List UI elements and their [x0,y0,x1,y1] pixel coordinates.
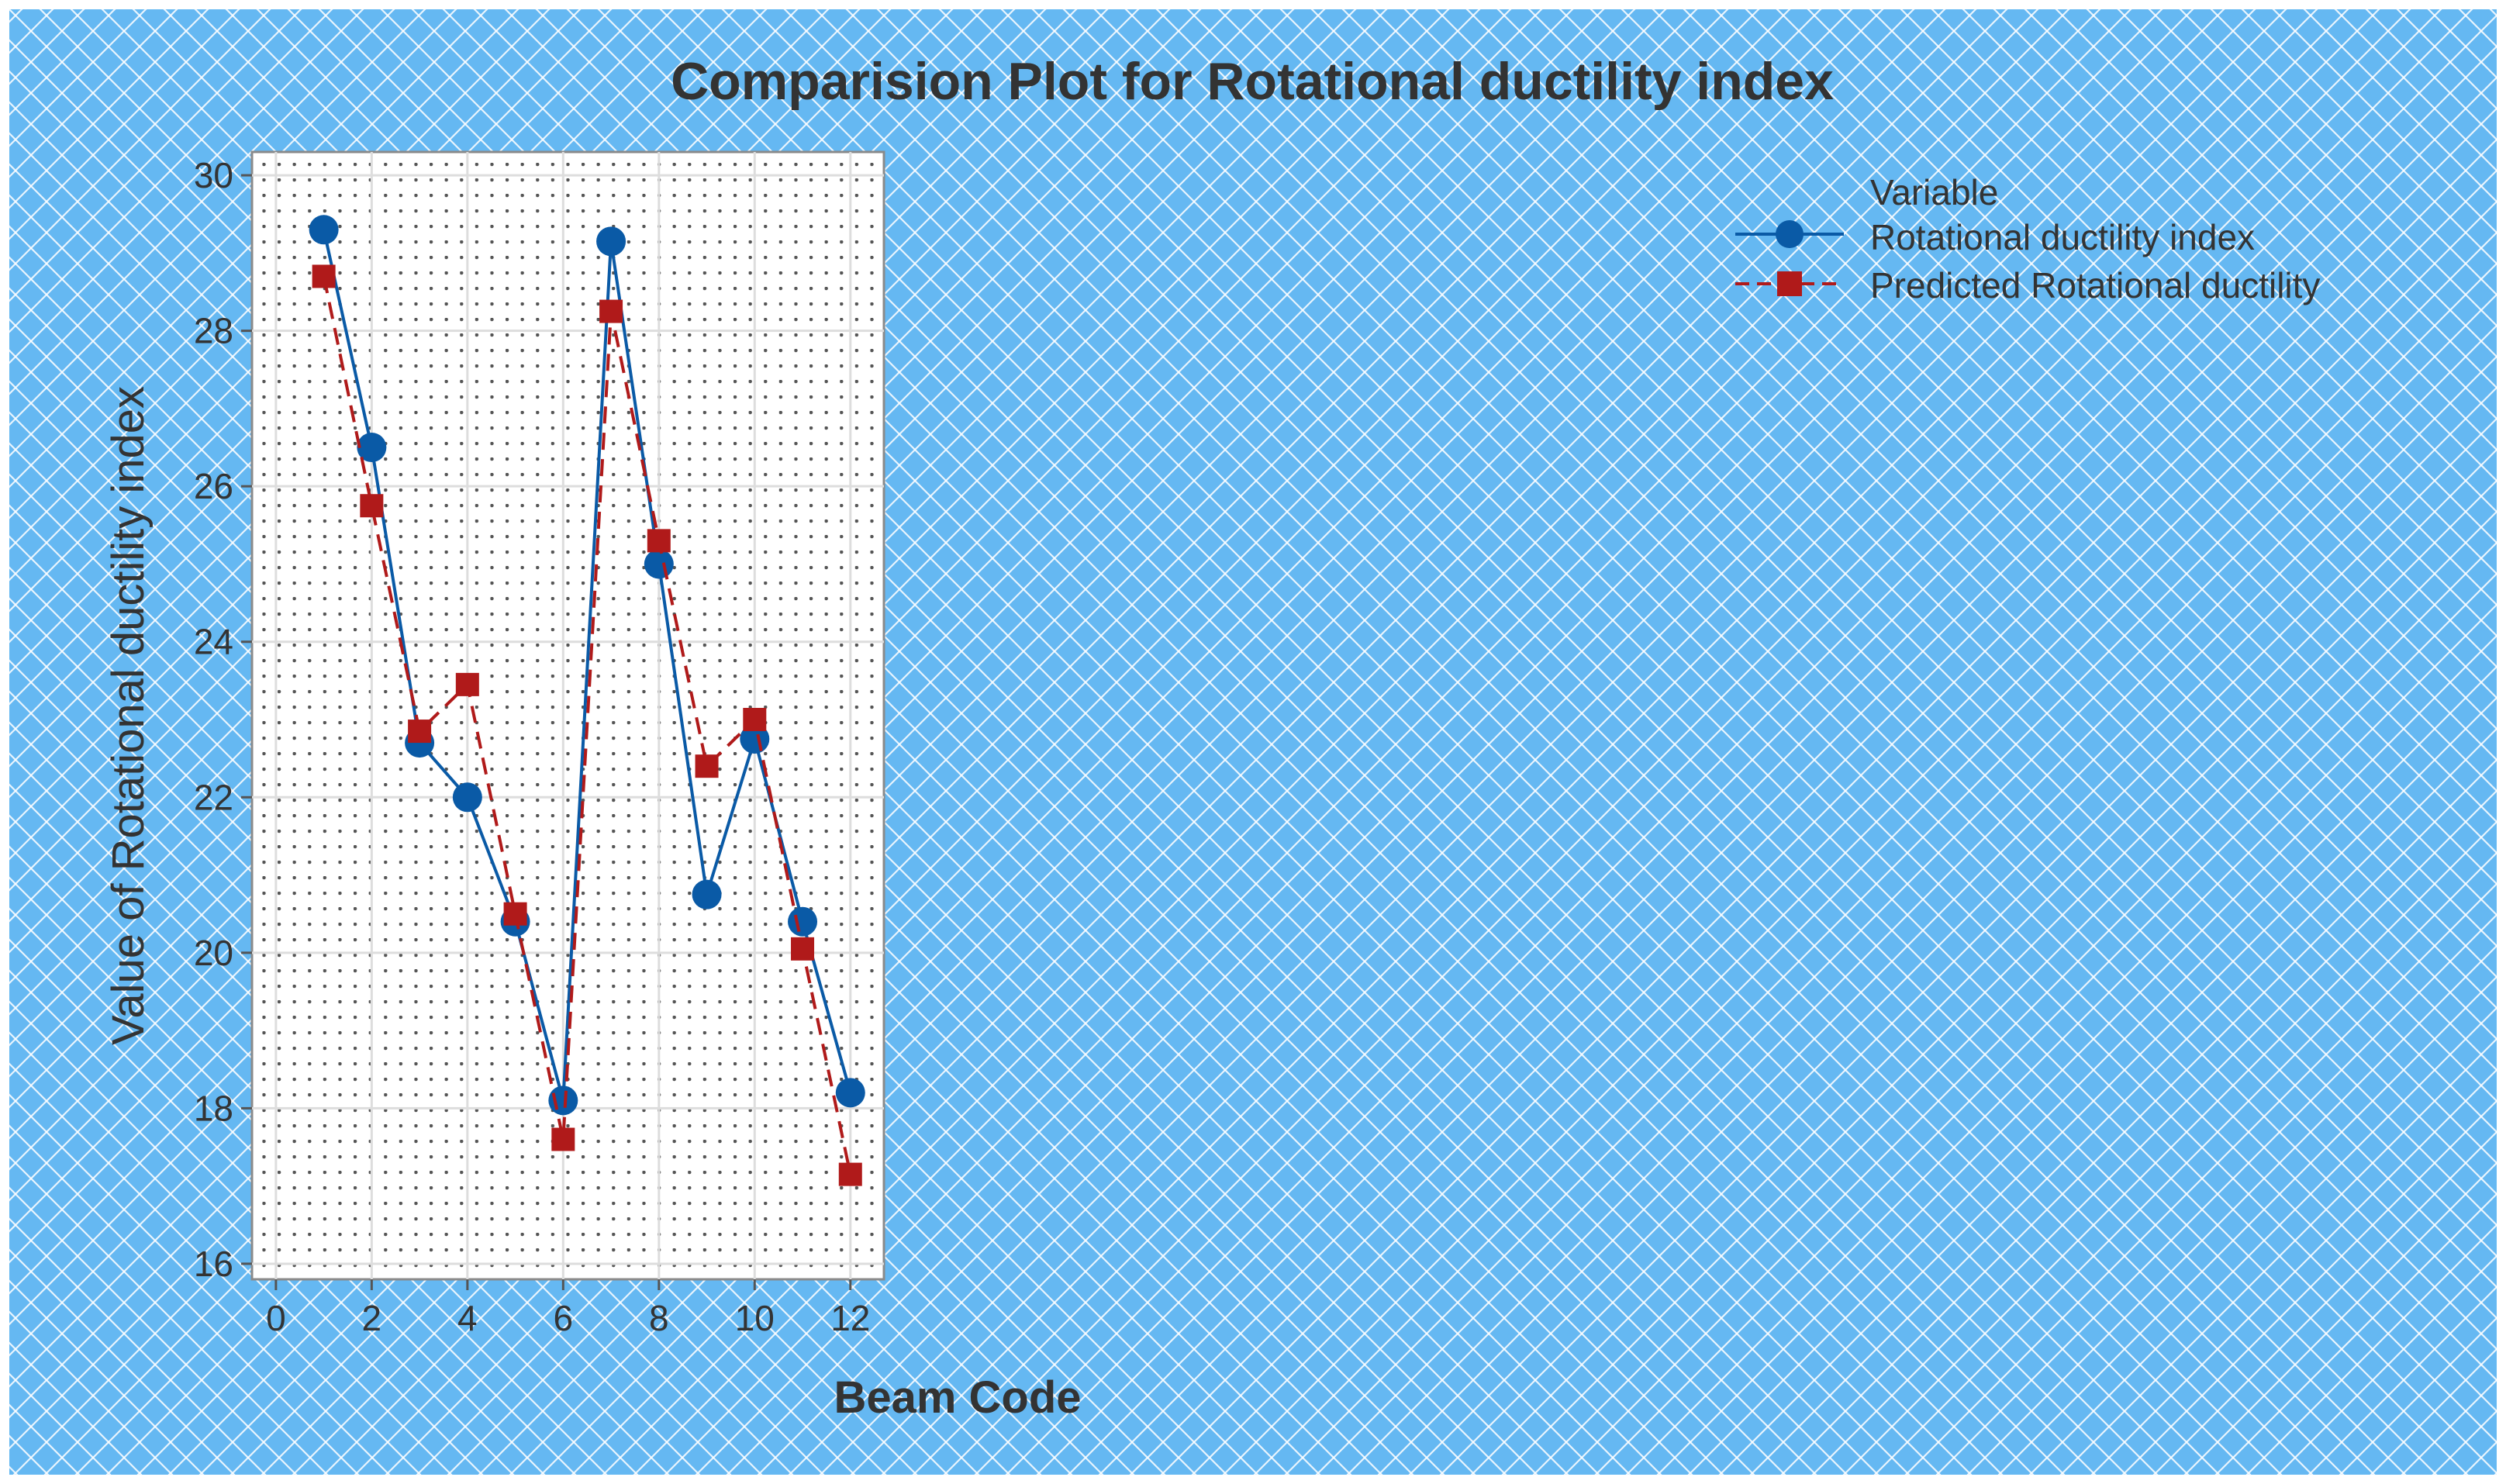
legend-entry-actual: Rotational ductility index [1735,217,2255,257]
legend-swatch-marker-predicted [1777,271,1802,296]
y-tick-label: 20 [194,933,233,973]
y-axis-label: Value of Rotational ductility index [103,386,154,1045]
x-tick-label: 8 [649,1298,669,1338]
x-tick-label: 12 [830,1298,870,1338]
x-tick-label: 6 [554,1298,574,1338]
series-line-predicted [322,276,852,1175]
data-point-actual [692,879,722,909]
data-point-predicted [503,902,527,926]
chart-title: Comparision Plot for Rotational ductilit… [671,52,1834,111]
data-point-actual [740,724,770,754]
y-tick-label: 30 [194,155,233,195]
data-point-actual [548,1085,578,1116]
x-tick-label: 10 [735,1298,775,1338]
series-actual [309,215,865,1116]
data-point-predicted [551,1127,575,1151]
data-point-predicted [791,937,815,961]
grid-lines [252,152,884,1279]
data-point-predicted [647,529,671,553]
data-point-actual [644,549,674,579]
legend-label-predicted: Predicted Rotational ductility [1870,265,2320,305]
data-point-actual [835,1078,865,1108]
legend-entry-predicted: Predicted Rotational ductility [1735,265,2320,305]
y-tick-label: 18 [194,1088,233,1128]
data-point-actual [596,226,626,257]
data-point-predicted [743,708,767,732]
legend-swatch-marker-actual [1776,220,1804,248]
data-point-predicted [599,299,623,323]
data-point-predicted [455,672,479,696]
y-tick-label: 24 [194,622,233,662]
data-point-predicted [838,1162,862,1186]
y-tick-label: 28 [194,311,233,351]
data-point-predicted [695,754,719,778]
x-tick-label: 4 [457,1298,478,1338]
data-point-predicted [408,720,432,744]
data-point-actual [788,906,818,937]
series-predicted [312,264,862,1186]
legend-title: Variable [1870,172,1998,212]
data-point-predicted [312,264,336,288]
x-tick-label: 2 [362,1298,382,1338]
data-point-actual [309,215,339,245]
data-point-actual [357,433,387,463]
data-point-actual [452,782,482,813]
series-layer [309,215,865,1186]
y-tick-label: 16 [194,1244,233,1284]
y-tick-label: 26 [194,466,233,506]
legend-label-actual: Rotational ductility index [1870,217,2255,257]
y-tick-label: 22 [194,777,233,817]
x-axis-label: Beam Code [834,1372,1081,1423]
data-point-predicted [360,494,384,518]
legend: Variable Rotational ductility index Pred… [1735,172,2320,305]
x-tick-label: 0 [266,1298,286,1338]
